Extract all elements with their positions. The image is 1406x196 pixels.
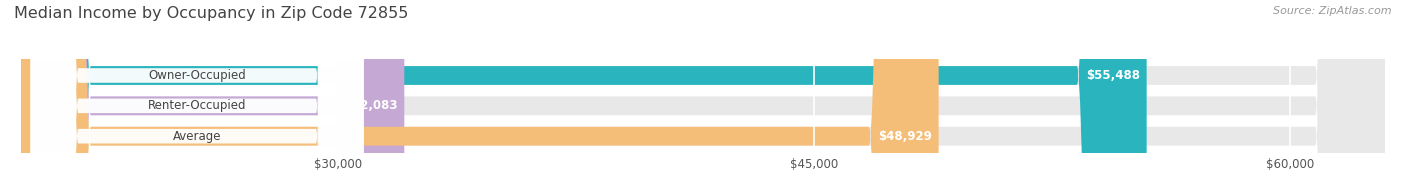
FancyBboxPatch shape: [21, 0, 1385, 196]
FancyBboxPatch shape: [31, 0, 364, 196]
Text: Average: Average: [173, 130, 221, 143]
Text: Renter-Occupied: Renter-Occupied: [148, 99, 246, 112]
Text: $48,929: $48,929: [879, 130, 932, 143]
FancyBboxPatch shape: [21, 0, 1385, 196]
FancyBboxPatch shape: [31, 0, 364, 196]
FancyBboxPatch shape: [21, 0, 1385, 196]
FancyBboxPatch shape: [21, 0, 405, 196]
Text: $32,083: $32,083: [344, 99, 398, 112]
Text: $55,488: $55,488: [1087, 69, 1140, 82]
FancyBboxPatch shape: [21, 0, 939, 196]
Text: Source: ZipAtlas.com: Source: ZipAtlas.com: [1274, 6, 1392, 16]
FancyBboxPatch shape: [31, 0, 364, 196]
FancyBboxPatch shape: [21, 0, 1147, 196]
Text: Median Income by Occupancy in Zip Code 72855: Median Income by Occupancy in Zip Code 7…: [14, 6, 408, 21]
Text: Owner-Occupied: Owner-Occupied: [148, 69, 246, 82]
